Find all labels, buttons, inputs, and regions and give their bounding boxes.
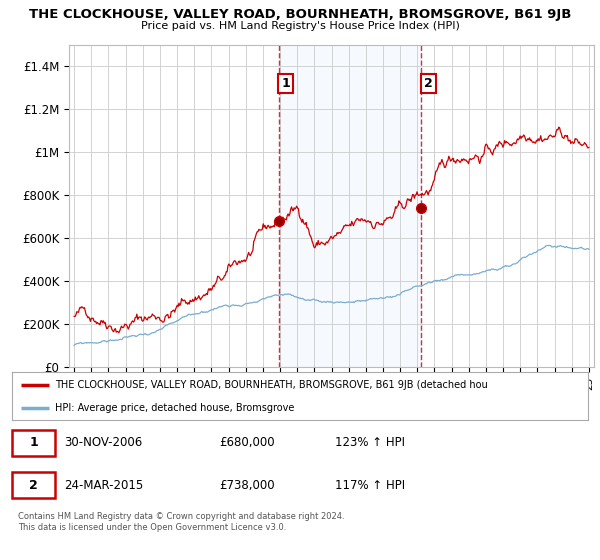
Text: 2: 2 [424,77,433,90]
Text: £738,000: £738,000 [220,479,275,492]
Text: Price paid vs. HM Land Registry's House Price Index (HPI): Price paid vs. HM Land Registry's House … [140,21,460,31]
Text: Contains HM Land Registry data © Crown copyright and database right 2024.
This d: Contains HM Land Registry data © Crown c… [18,512,344,532]
Text: £680,000: £680,000 [220,436,275,449]
Text: THE CLOCKHOUSE, VALLEY ROAD, BOURNHEATH, BROMSGROVE, B61 9JB: THE CLOCKHOUSE, VALLEY ROAD, BOURNHEATH,… [29,8,571,21]
Text: 117% ↑ HPI: 117% ↑ HPI [335,479,404,492]
Text: 1: 1 [281,77,290,90]
Text: 24-MAR-2015: 24-MAR-2015 [64,479,143,492]
Text: HPI: Average price, detached house, Bromsgrove: HPI: Average price, detached house, Brom… [55,403,295,413]
Text: THE CLOCKHOUSE, VALLEY ROAD, BOURNHEATH, BROMSGROVE, B61 9JB (detached hou: THE CLOCKHOUSE, VALLEY ROAD, BOURNHEATH,… [55,380,488,390]
Bar [278,45,421,367]
Text: 2: 2 [29,479,38,492]
FancyBboxPatch shape [12,472,55,498]
Text: 1: 1 [29,436,38,449]
FancyBboxPatch shape [12,430,55,456]
Text: 123% ↑ HPI: 123% ↑ HPI [335,436,404,449]
Text: 30-NOV-2006: 30-NOV-2006 [64,436,142,449]
